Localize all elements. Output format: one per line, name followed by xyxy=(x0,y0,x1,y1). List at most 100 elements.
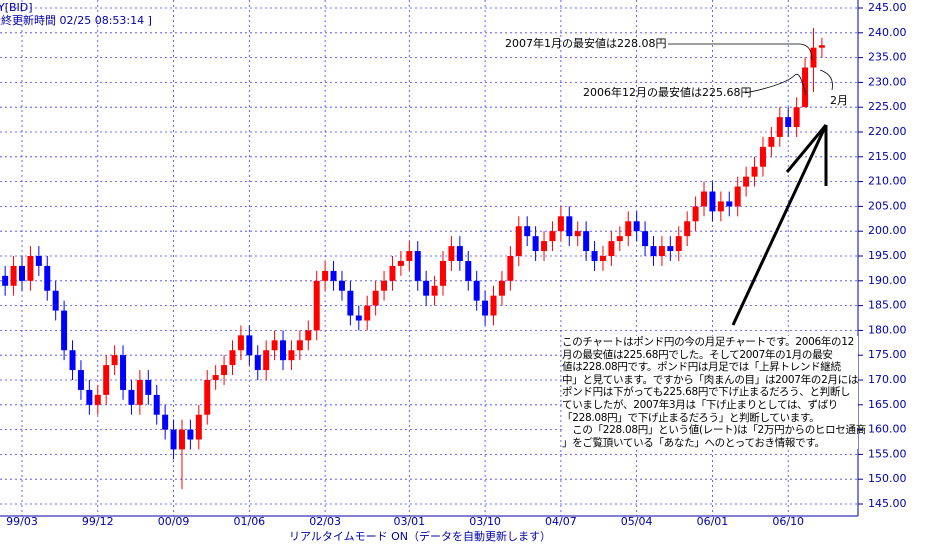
y-tick-label: 165.00 xyxy=(868,398,907,411)
x-tick-label: 05/04 xyxy=(621,515,653,528)
candle-body xyxy=(27,256,34,281)
candle-body xyxy=(86,389,93,405)
candle-body xyxy=(313,280,320,331)
candle-body xyxy=(111,355,118,366)
candle-body xyxy=(52,290,59,311)
candle-body xyxy=(423,280,430,296)
candle-body xyxy=(810,47,817,68)
candle-body xyxy=(178,429,185,450)
y-tick-label: 195.00 xyxy=(868,249,907,262)
candle-body xyxy=(254,355,261,371)
candle-body xyxy=(802,67,809,108)
candle-body xyxy=(10,265,17,286)
candle-body xyxy=(44,265,51,291)
header-symbol: Y[BID] xyxy=(0,1,33,14)
candle-body xyxy=(61,310,68,351)
candle-body xyxy=(650,246,657,256)
candle-body xyxy=(591,251,598,261)
y-tick-label: 175.00 xyxy=(868,348,907,361)
annotation: 2007年1月の最安値は228.08円 xyxy=(505,36,666,50)
candle-body xyxy=(633,221,640,232)
candle-body xyxy=(69,350,76,371)
candle-body xyxy=(658,246,665,256)
y-tick-label: 220.00 xyxy=(868,125,907,138)
candle-body xyxy=(35,256,42,266)
candle-body xyxy=(221,365,228,376)
x-tick-label: 03/10 xyxy=(469,515,501,528)
candle-body xyxy=(734,186,741,207)
candle-body xyxy=(490,295,497,316)
candle-body xyxy=(498,280,505,296)
candle-body xyxy=(557,216,564,232)
note-line: このチャートはポンド円の今の月足チャートです。2006年の12 xyxy=(562,336,855,348)
x-tick-label: 99/03 xyxy=(6,515,38,528)
candle-body xyxy=(616,236,623,242)
note-line: 月の最安値は225.68円でした。そして2007年の1月の最安 xyxy=(562,348,833,361)
candle-body xyxy=(397,260,404,266)
candle-body xyxy=(246,335,253,356)
y-tick-label: 160.00 xyxy=(868,423,907,436)
arrow xyxy=(785,124,828,173)
candle-body xyxy=(414,251,421,281)
x-tick-label: 03/01 xyxy=(393,515,425,528)
note-line: 「228.08円」で下げ止まるだろう」と判断しています。 xyxy=(562,411,820,424)
candle-body xyxy=(717,201,724,212)
candle-body xyxy=(322,270,329,281)
candle-body xyxy=(263,350,270,371)
candle-body xyxy=(103,365,110,395)
x-tick-label: 04/07 xyxy=(545,515,577,528)
note-line: 」をご覧頂いている「あなた」へのとっておき情報です。 xyxy=(562,436,825,449)
candle-body xyxy=(473,280,480,301)
candle-body xyxy=(726,201,733,207)
candle-body xyxy=(642,231,649,247)
candle-body xyxy=(19,265,25,281)
y-tick-label: 230.00 xyxy=(868,75,907,88)
y-tick-label: 155.00 xyxy=(868,447,907,460)
x-tick-label: 06/01 xyxy=(697,515,729,528)
candle-body xyxy=(145,380,152,395)
candle-body xyxy=(136,380,143,405)
candle-body xyxy=(515,226,522,256)
candle-body xyxy=(94,394,101,405)
candle-body xyxy=(288,350,295,361)
y-tick-label: 180.00 xyxy=(868,323,907,336)
y-tick-label: 145.00 xyxy=(868,497,907,510)
candle-body xyxy=(692,206,699,222)
candle-body xyxy=(776,117,783,137)
candle-body xyxy=(170,429,177,450)
x-tick-label: 01/06 xyxy=(233,515,265,528)
y-tick-label: 205.00 xyxy=(868,199,907,212)
candle-body xyxy=(793,107,800,128)
note-line: この「228.08円」という値(レート)は「2万円からのヒロセ通商 xyxy=(562,424,866,437)
candle-body xyxy=(229,350,236,366)
candle-body xyxy=(77,370,84,390)
annotation: 2006年12月の最安値は225.68円 xyxy=(583,85,751,99)
y-tick-label: 235.00 xyxy=(868,51,907,64)
candle-body xyxy=(162,414,169,430)
leader-line xyxy=(668,43,813,61)
y-tick-label: 215.00 xyxy=(868,150,907,163)
candle-body xyxy=(583,231,590,252)
candle-body xyxy=(330,270,337,281)
candle-body xyxy=(608,241,615,256)
y-tick-label: 190.00 xyxy=(868,274,907,287)
x-tick-label: 06/10 xyxy=(772,515,804,528)
candle-body xyxy=(566,216,573,237)
candle-body xyxy=(785,117,792,128)
note-line: ていましたが、2007年3月は「下げ止まりとしては、ずばり xyxy=(562,398,838,411)
candle-body xyxy=(456,246,463,261)
candle-body xyxy=(574,231,581,237)
y-tick-label: 185.00 xyxy=(868,299,907,312)
annotation: 2月 xyxy=(830,94,848,107)
footer: リアルタイムモード ON（データを自動更新します） xyxy=(289,529,551,543)
candle-body xyxy=(305,330,312,341)
candle-body xyxy=(541,241,548,252)
note-line: 中」と見ています。ですから「肉まんの目」は2007年の2月には xyxy=(562,373,859,386)
candle-body xyxy=(524,226,531,237)
candle-body xyxy=(701,191,708,207)
candle-body xyxy=(195,414,202,440)
candle-body xyxy=(280,340,287,361)
